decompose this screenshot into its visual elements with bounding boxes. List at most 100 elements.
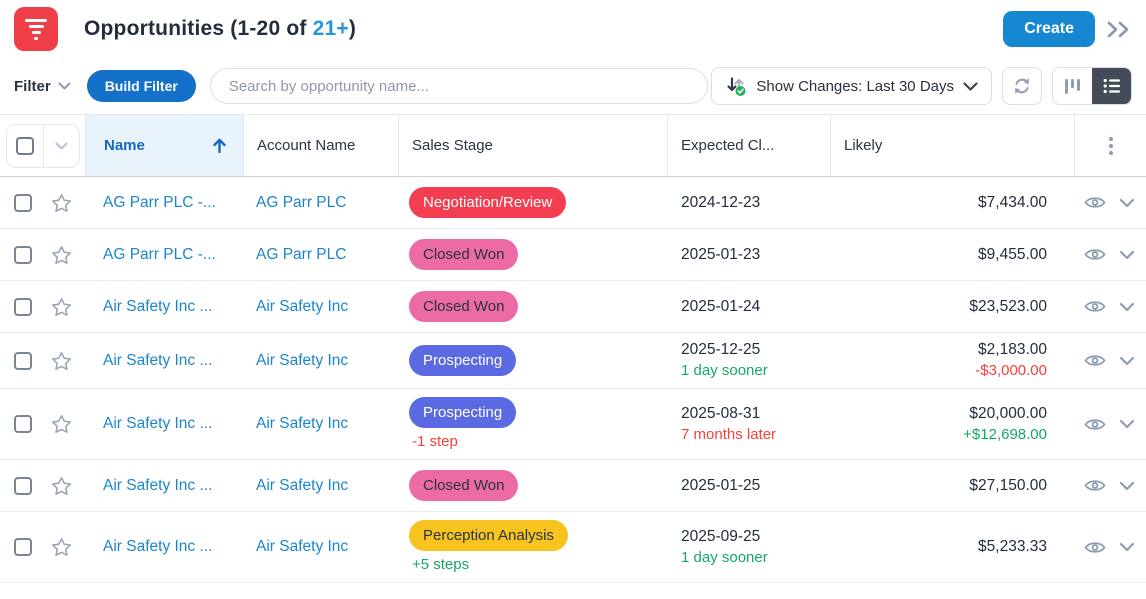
opportunity-name-cell: AG Parr PLC -... [86, 246, 244, 264]
account-name-link[interactable]: AG Parr PLC [256, 193, 347, 211]
column-header-actions [1075, 115, 1146, 176]
likely-cell: $27,150.00 [831, 477, 1075, 495]
refresh-icon [1012, 76, 1032, 96]
table-row: AG Parr PLC -... AG Parr PLC Closed Won … [0, 229, 1146, 281]
opportunity-name-cell: Air Safety Inc ... [86, 415, 244, 433]
chevron-down-icon[interactable] [1119, 419, 1135, 429]
row-checkbox[interactable] [14, 193, 32, 212]
row-checkbox[interactable] [14, 538, 32, 556]
account-name-link[interactable]: Air Safety Inc [256, 415, 349, 432]
column-header-account-name[interactable]: Account Name [244, 115, 399, 176]
star-icon[interactable] [51, 245, 72, 265]
eye-icon[interactable] [1084, 195, 1106, 210]
star-icon[interactable] [51, 537, 72, 557]
row-checkbox[interactable] [14, 297, 32, 316]
sales-stage-badge: Perception Analysis [409, 520, 568, 551]
search-input[interactable] [209, 68, 708, 104]
opportunity-name-cell: Air Safety Inc ... [86, 538, 244, 556]
likely-amount: $7,434.00 [978, 193, 1047, 211]
kanban-view-button[interactable] [1053, 68, 1092, 104]
column-header-likely[interactable]: Likely [831, 115, 1075, 176]
chevron-down-icon[interactable] [1119, 542, 1135, 552]
chevron-down-icon[interactable] [1119, 302, 1135, 312]
sales-stage-badge: Closed Won [409, 239, 519, 270]
table-header-row: Name Account Name Sales Stage Expected C… [0, 114, 1146, 177]
eye-icon[interactable] [1084, 478, 1106, 493]
page-title-prefix: Opportunities (1-20 of [84, 17, 313, 40]
column-label: Likely [844, 137, 883, 154]
opportunity-name-link[interactable]: AG Parr PLC -... [103, 245, 216, 263]
record-count-link[interactable]: 21+ [312, 17, 349, 40]
eye-icon[interactable] [1084, 247, 1106, 262]
opportunity-name-link[interactable]: Air Safety Inc ... [103, 538, 213, 555]
select-menu-button[interactable] [42, 124, 80, 167]
star-icon[interactable] [51, 476, 72, 496]
account-name-link[interactable]: Air Safety Inc [256, 538, 349, 555]
opportunity-name-link[interactable]: Air Safety Inc ... [103, 476, 213, 494]
chevron-down-icon[interactable] [1119, 481, 1135, 491]
row-checkbox[interactable] [14, 245, 32, 264]
build-filter-button[interactable]: Build Filter [86, 70, 196, 102]
opportunity-name-link[interactable]: Air Safety Inc ... [103, 415, 213, 432]
account-name-link[interactable]: Air Safety Inc [256, 297, 349, 315]
likely-amount: $2,183.00 [978, 341, 1047, 358]
chevron-down-icon[interactable] [1119, 250, 1135, 260]
account-name-cell: Air Safety Inc [244, 298, 399, 316]
filter-funnel-icon [14, 7, 58, 51]
create-button[interactable]: Create [1003, 11, 1095, 47]
close-date: 2024-12-23 [681, 193, 761, 211]
opportunity-name-cell: Air Safety Inc ... [86, 352, 244, 370]
chevron-down-icon[interactable] [1119, 198, 1135, 208]
account-name-link[interactable]: Air Safety Inc [256, 476, 349, 494]
row-checkbox[interactable] [14, 351, 32, 370]
opportunity-name-link[interactable]: AG Parr PLC -... [103, 193, 216, 211]
row-actions-cell [1075, 299, 1146, 314]
refresh-button[interactable] [1002, 67, 1042, 105]
list-view-button[interactable] [1092, 68, 1131, 104]
expected-close-cell: 2025-01-23 [668, 246, 831, 264]
double-chevron-right-icon[interactable] [1107, 21, 1132, 38]
opportunity-name-link[interactable]: Air Safety Inc ... [103, 351, 213, 369]
row-actions-cell [1075, 540, 1146, 555]
column-header-expected-close[interactable]: Expected Cl... [668, 115, 831, 176]
account-name-link[interactable]: Air Safety Inc [256, 351, 349, 369]
eye-icon[interactable] [1084, 353, 1106, 368]
row-checkbox[interactable] [14, 415, 32, 433]
star-icon[interactable] [51, 414, 72, 434]
eye-icon[interactable] [1084, 299, 1106, 314]
account-name-cell: Air Safety Inc [244, 477, 399, 495]
chevron-down-icon[interactable] [1119, 356, 1135, 366]
sales-stage-cell: Negotiation/Review [399, 187, 668, 218]
account-name-cell: Air Safety Inc [244, 415, 399, 433]
likely-cell: $7,434.00 [831, 194, 1075, 212]
select-all-checkbox-wrap[interactable] [7, 125, 43, 167]
column-label: Sales Stage [412, 137, 493, 154]
eye-icon[interactable] [1084, 417, 1106, 432]
expected-close-cell: 2025-09-25 1 day sooner [668, 528, 831, 567]
sales-stage-cell: Prospecting -1 step [399, 397, 668, 451]
show-changes-dropdown[interactable]: Show Changes: Last 30 Days [711, 67, 992, 105]
star-icon[interactable] [51, 297, 72, 317]
filter-dropdown[interactable]: Filter [14, 78, 71, 95]
amount-note: +$12,698.00 [963, 425, 1047, 443]
star-icon[interactable] [51, 351, 72, 371]
sales-stage-cell: Closed Won [399, 291, 668, 322]
row-select-cell [0, 537, 86, 557]
kebab-menu-icon[interactable] [1108, 136, 1113, 155]
account-name-link[interactable]: AG Parr PLC [256, 245, 347, 263]
star-icon[interactable] [51, 193, 72, 213]
table-row: Air Safety Inc ... Air Safety Inc Closed… [0, 460, 1146, 512]
column-header-sales-stage[interactable]: Sales Stage [399, 115, 668, 176]
row-checkbox[interactable] [14, 476, 32, 495]
select-all-checkbox[interactable] [15, 136, 34, 155]
row-select-cell [0, 351, 86, 371]
likely-cell: $5,233.33 [831, 538, 1075, 556]
column-header-name[interactable]: Name [86, 115, 244, 176]
sales-stage-badge: Closed Won [409, 470, 519, 501]
account-name-cell: Air Safety Inc [244, 538, 399, 556]
opportunity-name-link[interactable]: Air Safety Inc ... [103, 297, 213, 315]
eye-icon[interactable] [1084, 540, 1106, 555]
row-actions-cell [1075, 417, 1146, 432]
column-label: Expected Cl... [681, 137, 775, 154]
kanban-view-icon [1065, 78, 1080, 94]
